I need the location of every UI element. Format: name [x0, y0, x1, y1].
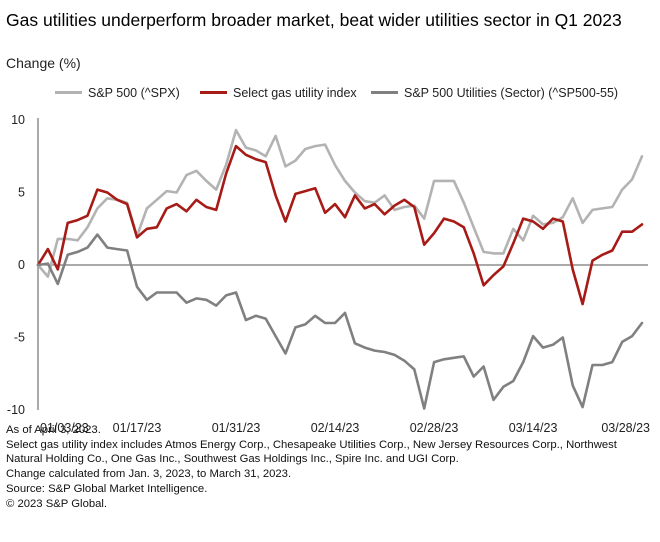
note-line: © 2023 S&P Global. [6, 497, 108, 510]
y-tick-label: -10 [7, 403, 25, 417]
legend-label-sp500: S&P 500 (^SPX) [88, 86, 180, 100]
x-tick-label: 01/31/23 [212, 421, 261, 435]
legend-item-utilities: S&P 500 Utilities (Sector) (^SP500-55) [371, 86, 618, 100]
legend: S&P 500 (^SPX) Select gas utility index … [0, 86, 660, 104]
legend-item-sp500: S&P 500 (^SPX) [55, 86, 180, 100]
note-line: Natural Holding Co., One Gas Inc., South… [6, 453, 459, 466]
legend-label-utilities: S&P 500 Utilities (Sector) (^SP500-55) [404, 86, 619, 100]
series-line-sp500 [36, 128, 644, 278]
chart-notes: As of April 3, 2023. Select gas utility … [6, 423, 656, 511]
x-tick-label: 03/28/23 [601, 421, 650, 435]
series-line-gas-utility-index [36, 144, 644, 306]
x-tick-label: 01/03/23 [40, 421, 89, 435]
y-axis-label: Change (%) [6, 55, 81, 71]
y-tick-label: -5 [14, 331, 25, 345]
note-line: Change calculated from Jan. 3, 2023, to … [6, 468, 292, 481]
legend-item-gas: Select gas utility index [200, 86, 357, 100]
x-tick-label: 03/14/23 [509, 421, 558, 435]
note-line: Select gas utility index includes Atmos … [6, 438, 617, 451]
legend-label-gas: Select gas utility index [233, 86, 357, 100]
y-tick-label: 0 [18, 258, 25, 272]
y-tick-label: 10 [11, 113, 25, 127]
legend-swatch-utilities [371, 91, 398, 95]
chart-title: Gas utilities underperform broader marke… [6, 10, 622, 30]
x-tick-label: 02/28/23 [410, 421, 459, 435]
note-line: Source: S&P Global Market Intelligence. [6, 482, 208, 495]
y-tick-label: 5 [18, 186, 25, 200]
series-line-utilities-sector [36, 233, 644, 410]
legend-swatch-sp500 [55, 91, 82, 95]
x-tick-label: 02/14/23 [311, 421, 360, 435]
legend-swatch-gas [200, 91, 227, 95]
x-tick-label: 01/17/23 [113, 421, 162, 435]
note-line: As of April 3, 2023. [6, 424, 101, 436]
